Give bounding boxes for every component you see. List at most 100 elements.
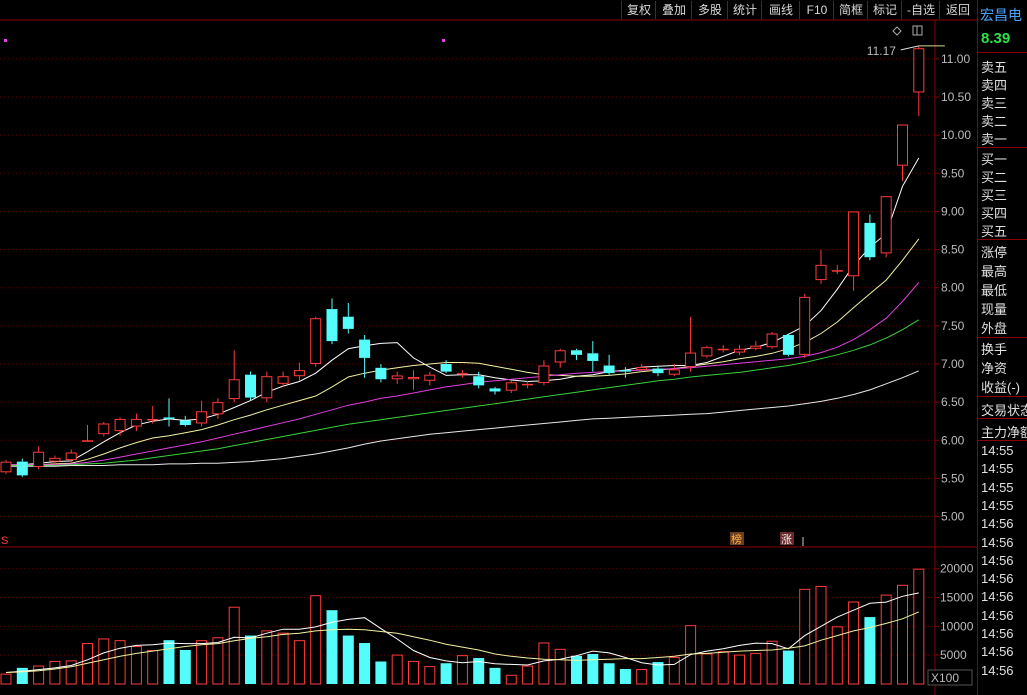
- candle: [293, 362, 305, 381]
- price-tick-label: 7.50: [941, 319, 965, 333]
- price-tick-label: 10.00: [941, 128, 971, 142]
- candle: [147, 405, 159, 424]
- candle-body: [424, 374, 436, 381]
- toolbar-fanhui-button[interactable]: 返回: [939, 1, 976, 19]
- tick-time: 14:56: [981, 626, 1014, 641]
- candle-body: [668, 369, 680, 375]
- volume-bar: [668, 656, 680, 685]
- candle: [473, 371, 485, 389]
- ma-line-ma30: [6, 319, 920, 466]
- toolbar-jiankuang-button[interactable]: 简框: [833, 1, 868, 19]
- toolbar-f10-button[interactable]: F10: [799, 1, 834, 19]
- volume-bar: [505, 674, 517, 685]
- candle-body: [831, 270, 843, 272]
- kline-chart[interactable]: 11.17 11.00 10.50 10.00 9.50 9.00 8.50 8.00 7.5…: [0, 0, 977, 695]
- toolbar-diejia-button[interactable]: 叠加: [655, 1, 692, 19]
- volume-tick-label: 20000: [940, 562, 974, 576]
- bid-label: 买五: [981, 224, 1008, 239]
- toolbar-biaoji-button[interactable]: 标记: [867, 1, 902, 19]
- candle-body: [375, 367, 387, 380]
- volume-bar: [98, 638, 110, 685]
- candle-body: [33, 451, 45, 467]
- bang-marker-bg: [730, 532, 744, 545]
- quote-panel: 宏昌电 8.39 卖五 卖四 卖三 卖二 卖一 买一 买二 买三 买四 买五 涨停 最高 最低 现量 外盘换…: [977, 0, 1027, 695]
- candle: [33, 446, 45, 470]
- price-axis: 11.00 10.50 10.00 9.50 9.00 8.50 8.00 7.50 7.00 6…: [935, 52, 971, 524]
- stock-name[interactable]: 宏昌电: [980, 7, 1022, 23]
- candle: [538, 360, 550, 386]
- diamond-icon: [892, 26, 902, 36]
- ma-line-ma5: [5, 157, 920, 466]
- candle-body: [701, 347, 713, 357]
- candle-body: [505, 382, 517, 391]
- volume-bar: [880, 594, 892, 685]
- tick-time: 14:56: [981, 534, 1014, 550]
- panel-divider: [978, 337, 1027, 338]
- panel-divider: [978, 440, 1027, 441]
- chart-toolbar: 复权 叠加 多股 统计 画线 F10 简框 标记 -自选 返回: [0, 0, 975, 20]
- candle-body: [245, 374, 256, 398]
- tick-time: 14:56: [981, 644, 1014, 660]
- tick-time: 14:55: [981, 479, 1014, 495]
- candle-body: [359, 339, 371, 358]
- volume-bar: [326, 610, 338, 684]
- price-tick-label: 9.00: [941, 204, 965, 218]
- stat-label: 最低: [981, 283, 1008, 298]
- candle: [587, 341, 599, 372]
- toolbar-huaxian-button[interactable]: 画线: [761, 1, 800, 19]
- stat-label: 涨停: [981, 245, 1008, 260]
- volume-bar: [473, 658, 485, 684]
- price-tick-label: 9.50: [941, 166, 965, 180]
- candle: [375, 364, 387, 383]
- volume-bar: [864, 617, 876, 684]
- price-tick-label: 11.00: [941, 52, 970, 66]
- candle-body: [440, 364, 452, 372]
- main-fund-label: 主力净额: [981, 425, 1027, 440]
- candle-body: [0, 461, 12, 473]
- candle: [98, 421, 110, 437]
- toolbar-zixuan-button[interactable]: -自选: [901, 1, 940, 19]
- volume-bar: [342, 635, 354, 684]
- volume-bar: [375, 661, 387, 684]
- zhang-marker-bg: [780, 532, 794, 545]
- tick-time: 14:55: [981, 461, 1014, 477]
- candle: [799, 293, 811, 358]
- volume-bar: [261, 630, 273, 685]
- candle: [408, 370, 419, 390]
- candle-body: [603, 365, 615, 374]
- candle: [897, 124, 908, 181]
- candle: [196, 400, 208, 427]
- panel-divider: [978, 396, 1027, 397]
- tick-time: 14:56: [981, 589, 1014, 605]
- volume-bar: [179, 649, 191, 684]
- candle-body: [342, 316, 354, 329]
- candle: [522, 380, 534, 389]
- candle: [750, 341, 762, 351]
- bid-label: 买一: [981, 152, 1008, 167]
- candle: [554, 348, 566, 368]
- ask-label: 卖二: [981, 114, 1008, 129]
- ask-label: 卖四: [981, 78, 1008, 93]
- candle-body: [147, 418, 159, 421]
- candle: [864, 214, 876, 261]
- volume-bar: [636, 669, 648, 685]
- candle-body: [212, 402, 224, 415]
- candle: [277, 371, 289, 387]
- volume-bar: [359, 643, 371, 684]
- volume-bar: [489, 667, 501, 684]
- toolbar-fuquan-button[interactable]: 复权: [621, 1, 656, 19]
- volume-bar: [245, 635, 256, 684]
- candle: [179, 415, 191, 427]
- candle-body: [782, 335, 794, 355]
- stat-label: 现量: [981, 302, 1008, 317]
- candle-body: [16, 461, 28, 476]
- magenta-marker-icon: [4, 39, 7, 42]
- candle: [326, 298, 338, 345]
- volume-bar: [717, 651, 729, 685]
- toolbar-duogu-button[interactable]: 多股: [691, 1, 728, 19]
- candle: [65, 449, 77, 464]
- candle: [261, 371, 273, 403]
- candle-body: [277, 376, 289, 384]
- stat-label: 收益(-): [981, 380, 1020, 395]
- toolbar-tongji-button[interactable]: 统计: [727, 1, 762, 19]
